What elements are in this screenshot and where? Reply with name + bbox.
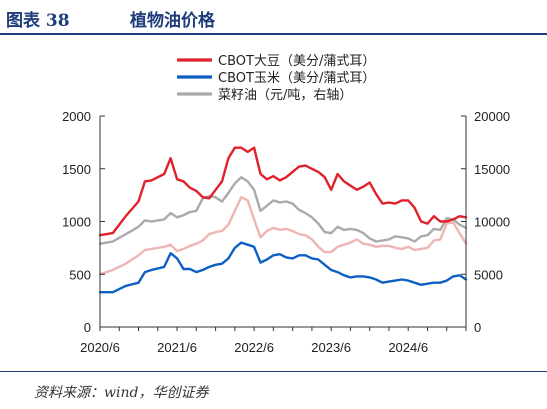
right-tick-label-4: 20000 xyxy=(474,109,510,124)
x-tick-label-3: 2023/6 xyxy=(311,340,351,355)
legend-label-0: CBOT大豆（美分/蒲式耳） xyxy=(218,54,375,69)
left-tick-label-2: 1000 xyxy=(62,215,91,230)
x-tick-label-1: 2021/6 xyxy=(157,340,197,355)
figure-title: 植物油价格 xyxy=(130,11,215,31)
series-line-0 xyxy=(98,146,468,237)
right-tick-label-0: 0 xyxy=(474,320,481,335)
header-rule xyxy=(0,33,547,35)
left-tick-label-0: 0 xyxy=(84,320,91,335)
figure-number: 图表 38 xyxy=(6,11,70,31)
x-tick-label-2: 2022/6 xyxy=(234,340,274,355)
series-line-1 xyxy=(98,241,468,294)
footer-rule xyxy=(0,371,547,372)
figure-header: 图表 38 植物油价格 xyxy=(0,0,547,34)
right-tick-label-2: 10000 xyxy=(474,215,510,230)
legend-label-2: 菜籽油（元/吨，右轴） xyxy=(218,88,352,103)
series-line-2 xyxy=(98,175,468,245)
price-line-chart: 0500100015002000050001000015000200002020… xyxy=(62,54,510,355)
legend-label-1: CBOT玉米（美分/蒲式耳） xyxy=(218,71,375,86)
x-tick-label-0: 2020/6 xyxy=(80,340,120,355)
left-tick-label-4: 2000 xyxy=(62,109,91,124)
left-tick-label-1: 500 xyxy=(69,267,91,282)
source-note: 资料来源：wind，华创证券 xyxy=(34,385,209,401)
left-tick-label-3: 1500 xyxy=(62,162,91,177)
right-tick-label-3: 15000 xyxy=(474,162,510,177)
series-line-3 xyxy=(98,195,468,276)
x-tick-label-4: 2024/6 xyxy=(388,340,428,355)
right-tick-label-1: 5000 xyxy=(474,267,503,282)
